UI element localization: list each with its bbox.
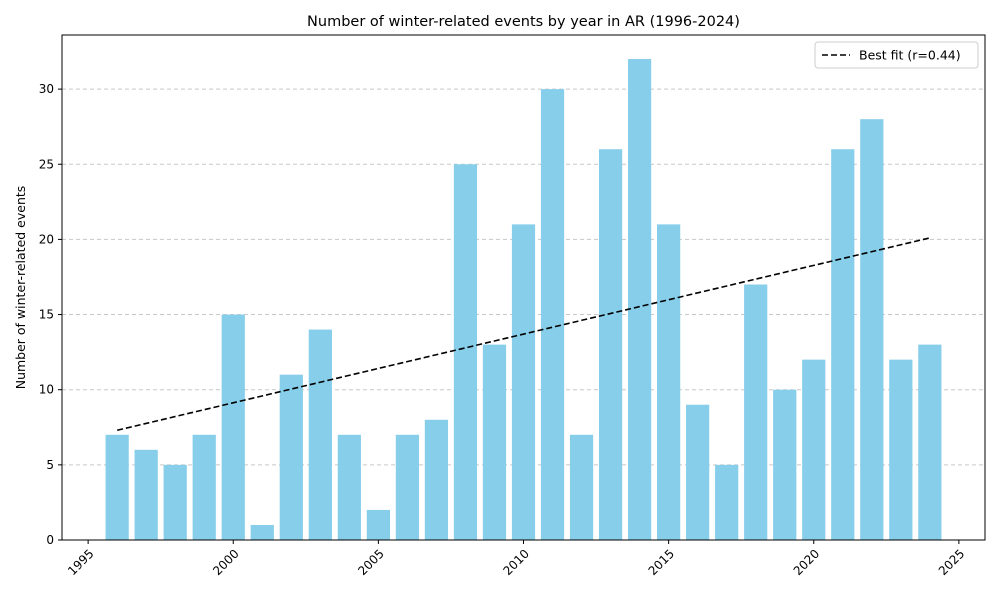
x-tick-label-2000: 2000 bbox=[210, 547, 241, 578]
bar-2010 bbox=[511, 224, 536, 540]
bar-2008 bbox=[453, 164, 478, 540]
bar-2012 bbox=[569, 434, 594, 540]
y-tick-label-20: 20 bbox=[39, 232, 54, 246]
bar-1996 bbox=[105, 434, 129, 540]
bar-2001 bbox=[250, 524, 274, 540]
bar-2002 bbox=[279, 374, 303, 540]
bar-2015 bbox=[657, 224, 681, 540]
bar-2013 bbox=[598, 149, 623, 540]
y-axis-ticks: 0 5 10 15 20 25 30 bbox=[39, 82, 62, 547]
bar-2006 bbox=[395, 434, 420, 540]
bar-2005 bbox=[366, 509, 390, 540]
bar-2009 bbox=[482, 344, 507, 540]
best-fit-line bbox=[116, 237, 931, 432]
chart-title: Number of winter-related events by year … bbox=[307, 14, 740, 30]
bar-2007 bbox=[424, 419, 449, 540]
x-tick-label-1995: 1995 bbox=[65, 547, 96, 578]
bar-2019 bbox=[773, 389, 797, 540]
x-tick-label-2005: 2005 bbox=[355, 547, 386, 578]
y-tick-label-25: 25 bbox=[39, 157, 54, 171]
legend-entry-best-fit: Best fit (r=0.44) bbox=[859, 48, 961, 63]
y-tick-label-5: 5 bbox=[46, 458, 54, 472]
bar-2020 bbox=[802, 359, 826, 540]
bar-1997 bbox=[134, 449, 158, 540]
bar-2024 bbox=[918, 344, 942, 540]
y-tick-label-0: 0 bbox=[46, 533, 54, 547]
y-tick-label-10: 10 bbox=[39, 383, 54, 397]
y-tick-label-15: 15 bbox=[39, 308, 54, 322]
bar-1998 bbox=[163, 464, 187, 540]
bar-2016 bbox=[686, 404, 710, 540]
x-axis-ticks: 1995 2000 2005 2010 2015 2020 2025 bbox=[65, 540, 967, 578]
bar-2023 bbox=[889, 359, 913, 540]
best-fit-line-group bbox=[116, 237, 931, 432]
x-tick-label-2020: 2020 bbox=[791, 547, 822, 578]
y-tick-label-30: 30 bbox=[39, 82, 54, 96]
bar-2018 bbox=[744, 284, 768, 540]
bar-2003 bbox=[308, 329, 332, 540]
bar-2014 bbox=[627, 59, 652, 541]
bar-1999 bbox=[192, 434, 216, 540]
y-axis-label: Number of winter-related events bbox=[13, 186, 28, 390]
legend-box bbox=[814, 41, 979, 69]
bars bbox=[105, 59, 942, 541]
x-tick-label-2025: 2025 bbox=[936, 547, 967, 578]
x-tick-label-2015: 2015 bbox=[646, 547, 677, 578]
legend: Best fit (r=0.44) bbox=[814, 41, 979, 69]
bar-2022 bbox=[860, 119, 884, 541]
x-tick-label-2010: 2010 bbox=[500, 547, 531, 578]
bar-2021 bbox=[831, 149, 855, 540]
bar-2017 bbox=[715, 464, 739, 540]
bar-2000 bbox=[221, 314, 245, 540]
bar-2004 bbox=[337, 434, 361, 540]
bar-2011 bbox=[540, 89, 565, 540]
